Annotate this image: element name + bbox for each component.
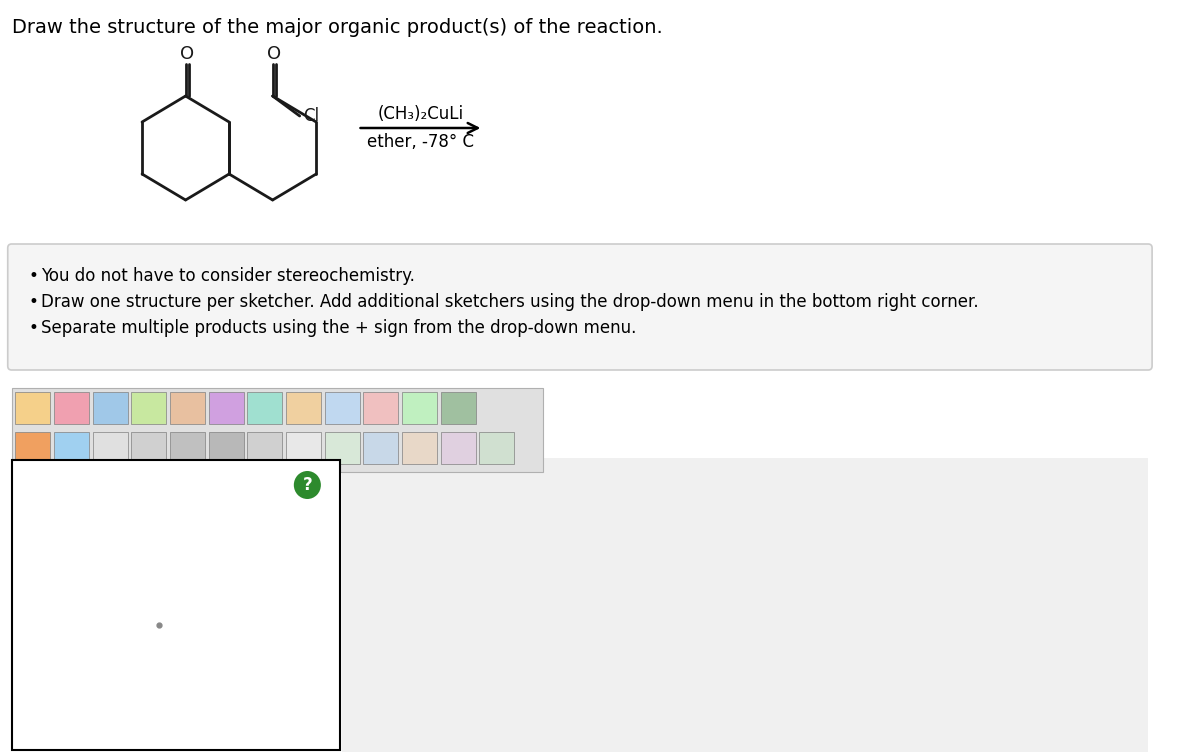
Bar <box>479 432 514 464</box>
Bar <box>170 432 205 464</box>
Text: You do not have to consider stereochemistry.: You do not have to consider stereochemis… <box>41 267 414 285</box>
Bar <box>54 432 89 464</box>
Text: Cl: Cl <box>304 107 319 125</box>
Bar <box>16 392 50 424</box>
Bar <box>209 392 244 424</box>
Bar <box>342 458 1148 752</box>
Bar <box>440 432 475 464</box>
Bar <box>247 392 282 424</box>
Bar <box>54 392 89 424</box>
Bar <box>132 392 167 424</box>
Text: (CH₃)₂CuLi: (CH₃)₂CuLi <box>377 105 463 123</box>
Bar <box>402 392 437 424</box>
Bar <box>286 392 320 424</box>
Text: Separate multiple products using the + sign from the drop-down menu.: Separate multiple products using the + s… <box>41 319 636 337</box>
Bar <box>170 392 205 424</box>
Bar <box>402 432 437 464</box>
Bar <box>247 432 282 464</box>
Text: O: O <box>268 45 281 63</box>
Bar <box>92 432 127 464</box>
Text: •: • <box>29 293 38 311</box>
Bar <box>325 432 360 464</box>
Text: •: • <box>29 319 38 337</box>
Bar <box>92 392 127 424</box>
Bar <box>16 432 50 464</box>
Bar <box>12 460 341 750</box>
Text: ether, -78° C: ether, -78° C <box>367 133 474 151</box>
FancyBboxPatch shape <box>7 244 1152 370</box>
Text: Draw the structure of the major organic product(s) of the reaction.: Draw the structure of the major organic … <box>12 18 662 37</box>
Bar <box>440 392 475 424</box>
Text: O: O <box>180 45 194 63</box>
Bar <box>209 432 244 464</box>
Text: •: • <box>29 267 38 285</box>
Bar <box>12 388 544 472</box>
Bar <box>364 432 398 464</box>
Bar <box>364 392 398 424</box>
Circle shape <box>294 471 320 499</box>
Text: ?: ? <box>302 476 312 494</box>
Bar <box>132 432 167 464</box>
Bar <box>325 392 360 424</box>
Bar <box>286 432 320 464</box>
Text: Draw one structure per sketcher. Add additional sketchers using the drop-down me: Draw one structure per sketcher. Add add… <box>41 293 978 311</box>
